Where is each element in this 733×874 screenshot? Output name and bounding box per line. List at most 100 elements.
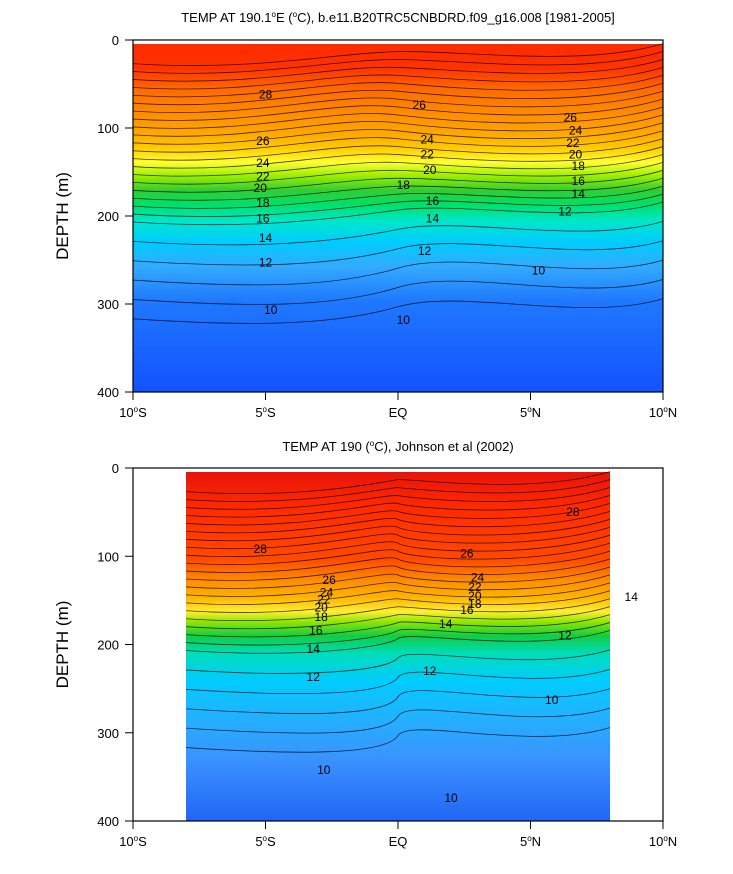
temperature-field	[186, 472, 610, 821]
y-tick-label: 100	[97, 549, 119, 564]
contour-line	[132, 201, 664, 226]
contour-label: 20	[254, 181, 268, 195]
contour-label: 18	[572, 159, 586, 173]
contour-line	[132, 154, 664, 177]
contour-label: 26	[413, 98, 427, 112]
chart-panel-2: TEMP AT 190 (oC), Johnson et al (2002) DE…	[53, 439, 677, 849]
contour-label: 16	[572, 174, 586, 188]
contour-line	[132, 59, 664, 82]
contour-line	[132, 240, 664, 266]
x-tick-label: 10oN	[649, 405, 677, 420]
contour-label: 22	[317, 592, 331, 606]
x-tick-label: 10oN	[649, 834, 677, 849]
contour-line	[185, 606, 611, 630]
contour-line	[185, 479, 611, 502]
contour-line	[185, 566, 611, 589]
contour-line	[132, 193, 664, 217]
contour-line	[185, 542, 611, 565]
contour-line	[132, 90, 664, 113]
contour-label: 16	[426, 194, 440, 208]
contour-line	[132, 298, 664, 324]
contour-label: 14	[426, 212, 440, 226]
contour-label: 20	[423, 163, 437, 177]
contour-label: 24	[471, 570, 485, 584]
contour-label: 16	[460, 603, 474, 617]
contour-label: 22	[566, 136, 580, 150]
y-axis-label: DEPTH (m)	[53, 172, 72, 260]
contour-label: 10	[397, 313, 411, 327]
contour-label: 24	[256, 156, 270, 170]
contour-line	[185, 598, 611, 621]
contour-line	[132, 66, 664, 90]
temperature-field	[133, 44, 663, 392]
contour-line	[132, 185, 664, 209]
contour-line	[185, 558, 611, 581]
contour-label: 28	[566, 505, 580, 519]
contour-line	[132, 43, 664, 66]
contour-line	[185, 649, 611, 674]
contour-line	[132, 82, 664, 106]
contour-label: 12	[259, 256, 273, 270]
y-tick-label: 300	[97, 297, 119, 312]
contour-label: 14	[625, 590, 639, 604]
contour-label: 22	[256, 169, 270, 183]
contour-label: 22	[420, 147, 434, 161]
contour-label: 10	[264, 303, 278, 317]
y-tick-label: 200	[97, 638, 119, 653]
contour-label: 24	[420, 132, 434, 146]
y-axis-label: DEPTH (m)	[53, 601, 72, 689]
contour-label: 26	[322, 573, 336, 587]
contour-line	[132, 98, 664, 121]
contour-line	[185, 574, 611, 597]
contour-line	[185, 487, 611, 510]
contour-label: 24	[320, 585, 334, 599]
contour-label: 26	[256, 134, 270, 148]
y-tick-label: 0	[112, 461, 119, 476]
contour-label: 12	[558, 629, 572, 643]
contour-label: 28	[254, 542, 268, 556]
x-tick-label: 5oN	[520, 834, 541, 849]
contour-label: 14	[307, 642, 321, 656]
contour-label: 12	[558, 205, 572, 219]
contour-label: 24	[569, 124, 583, 138]
contour-label: 10	[532, 264, 546, 278]
contour-line	[185, 495, 611, 518]
contour-label: 28	[259, 88, 273, 102]
contour-label: 16	[256, 212, 270, 226]
contour-line	[132, 74, 664, 98]
contour-line	[132, 177, 664, 201]
chart-title: TEMP AT 190 (oC), Johnson et al (2002)	[282, 439, 513, 454]
contour-line	[132, 51, 664, 74]
contour-line	[185, 668, 611, 694]
contour-label: 12	[418, 244, 432, 258]
contour-label: 20	[468, 589, 482, 603]
contour-line	[185, 510, 611, 534]
x-tick-label: 5oS	[255, 405, 276, 420]
y-tick-label: 400	[97, 385, 119, 400]
contour-line	[132, 220, 664, 246]
y-tick-label: 400	[97, 814, 119, 829]
contour-line	[132, 106, 664, 129]
x-tick-label: 5oS	[255, 834, 276, 849]
contour-line	[185, 550, 611, 573]
contour-lines	[185, 471, 611, 753]
contour-line	[185, 707, 611, 734]
contour-label: 18	[314, 610, 328, 624]
contour-line	[185, 590, 611, 613]
contour-lines	[132, 43, 664, 324]
contour-label: 26	[564, 110, 578, 124]
contour-line	[132, 279, 664, 305]
contour-line	[185, 534, 611, 558]
contour-line	[132, 259, 664, 286]
contour-label: 26	[460, 547, 474, 561]
contour-label: 20	[314, 600, 328, 614]
chart-title: TEMP AT 190.1oE (oC), b.e11.B20TRC5CNBDR…	[181, 10, 615, 25]
contour-line	[132, 169, 664, 193]
contour-line	[132, 138, 664, 161]
x-tick-label: EQ	[389, 834, 408, 849]
contour-label: 12	[423, 664, 437, 678]
contour-label: 16	[309, 623, 323, 637]
contour-label: 12	[307, 670, 321, 684]
